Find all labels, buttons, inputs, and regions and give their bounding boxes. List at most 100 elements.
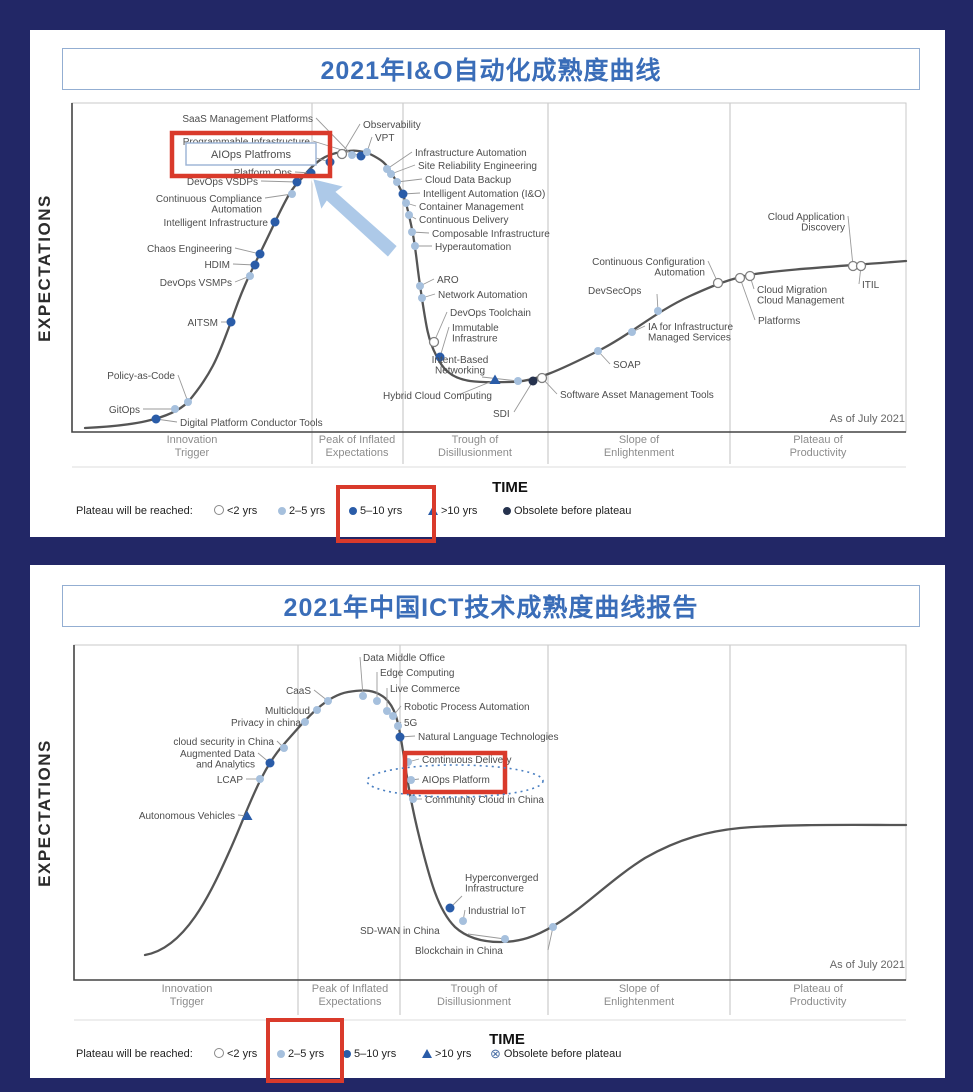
point-label: Platform Ops: [234, 168, 292, 179]
point-label: Industrial IoT: [468, 906, 526, 917]
point-marker-light: [405, 211, 413, 219]
point-marker-dark: [255, 249, 265, 259]
point-marker-light: [501, 935, 509, 943]
point-marker-light: [324, 697, 332, 705]
point-label: DevOps VSMPs: [160, 278, 232, 289]
leader-line: [457, 379, 496, 396]
highlight-box-5-10yrs: [336, 485, 436, 543]
leader-line: [260, 180, 298, 183]
point-label: Data Middle Office: [363, 653, 446, 664]
point-label: Community Cloud in China: [425, 795, 544, 806]
point-label: Software Asset Management Tools: [560, 390, 714, 401]
leader-line: [177, 374, 189, 403]
point-label: VPT: [375, 133, 394, 144]
point-label: Continuous Configuration: [592, 257, 705, 268]
phase-label: Trigger: [170, 996, 205, 1008]
leader-line: [481, 376, 519, 382]
point-label: Site Reliability Engineering: [418, 161, 537, 172]
phase-label: Enlightenment: [604, 996, 674, 1008]
point-marker-light: [594, 347, 602, 355]
point-label: AIOps Platform: [422, 775, 490, 786]
legend-item-open: <2 yrs: [214, 505, 257, 517]
chart-title-box: 2021年I&O自动化成熟度曲线: [62, 48, 920, 90]
open-dot-icon: [214, 505, 224, 515]
point-marker-triangle: [241, 810, 253, 820]
point-label: Infrastrure: [452, 334, 498, 345]
point-label: Infrastructure: [465, 884, 524, 895]
point-marker-dark: [435, 352, 445, 362]
point-label: Infrastructure Automation: [415, 148, 527, 159]
point-marker-light: [393, 178, 401, 186]
point-marker-light: [394, 722, 402, 730]
legend-item-label: Obsolete before plateau: [514, 505, 632, 517]
legend-china-ict: Plateau will be reached: <2 yrs 2–5 yrs 5–…: [30, 1045, 945, 1067]
point-marker-light: [313, 706, 321, 714]
legend-prefix: Plateau will be reached:: [76, 505, 193, 517]
point-marker-light: [514, 377, 522, 385]
point-marker-light: [389, 712, 397, 720]
leader-line: [739, 277, 756, 321]
point-label: Digital Platform Conductor Tools: [180, 418, 323, 429]
point-marker-light: [387, 170, 395, 178]
point-marker-light: [409, 795, 417, 803]
leader-line: [341, 123, 361, 155]
point-label: Container Management: [419, 202, 524, 213]
point-marker-obsolete: [528, 376, 538, 386]
point-marker-light: [407, 776, 415, 784]
point-marker-light: [383, 707, 391, 715]
point-marker-dark: [292, 177, 302, 187]
leader-line: [359, 656, 364, 697]
point-label: SaaS Management Platforms: [182, 114, 313, 125]
point-marker-light: [359, 692, 367, 700]
leader-line: [513, 380, 534, 413]
point-marker-open: [744, 270, 756, 282]
point-label: LCAP: [217, 775, 243, 786]
legend-item-obsolete_x: ⊗ Obsolete before plateau: [490, 1047, 621, 1060]
point-label: AITSM: [187, 318, 218, 329]
point-marker-open: [734, 272, 746, 284]
point-marker-light: [402, 199, 410, 207]
point-label: Automation: [211, 205, 262, 216]
phase-label: Plateau of: [793, 983, 843, 995]
point-label: Cloud Application: [768, 212, 845, 223]
point-label: ITIL: [862, 280, 880, 291]
highlight-red-box: [169, 130, 333, 179]
phase-label: Trough of: [452, 434, 500, 446]
hype-cycle-plot-io: GitOps Digital Platform Conductor Tools Po…: [35, 102, 908, 496]
point-label: Composable Infrastructure: [432, 229, 550, 240]
point-marker-dark: [250, 260, 260, 270]
chart-title: 2021年I&O自动化成熟度曲线: [320, 57, 662, 85]
phase-label: Expectations: [319, 996, 382, 1008]
point-label: CaaS: [286, 686, 311, 697]
axis: [71, 103, 906, 433]
point-marker-dark: [356, 151, 366, 161]
phase-label: Innovation: [162, 983, 213, 995]
point-label: SDI: [493, 409, 510, 420]
point-label: Intelligent Infrastructure: [164, 218, 269, 229]
point-label: Automation: [654, 268, 705, 279]
point-marker-triangle: [489, 374, 501, 384]
hype-cycle-plot-china-ict: Autonomous Vehicles LCAP Augmented Dataand…: [35, 644, 908, 1048]
point-label: Robotic Process Automation: [404, 702, 530, 713]
legend-item-label: 2–5 yrs: [288, 1048, 325, 1060]
light-dot-icon: [278, 507, 286, 515]
point-label: Platforms: [758, 316, 800, 327]
legend-item-dark: 5–10 yrs: [343, 1048, 396, 1060]
point-marker-dark: [226, 317, 236, 327]
point-label: ARO: [437, 275, 459, 286]
point-marker-dark: [265, 758, 275, 768]
aiops-label-box: [185, 142, 317, 166]
legend-prefix: Plateau will be reached:: [76, 1048, 193, 1060]
leader-line: [390, 164, 416, 175]
leader-line: [396, 178, 423, 183]
phase-label: Trough of: [451, 983, 499, 995]
point-marker-light: [654, 307, 662, 315]
point-label: Edge Computing: [380, 668, 455, 679]
point-label: DevOps VSDPs: [187, 177, 258, 188]
legend-item-label: >10 yrs: [435, 1048, 472, 1060]
point-label: SD-WAN in China: [360, 926, 440, 937]
legend-item-obsolete: Obsolete before plateau: [503, 505, 631, 517]
point-label: Live Commerce: [390, 684, 460, 695]
legend-item-label: >10 yrs: [441, 505, 478, 517]
